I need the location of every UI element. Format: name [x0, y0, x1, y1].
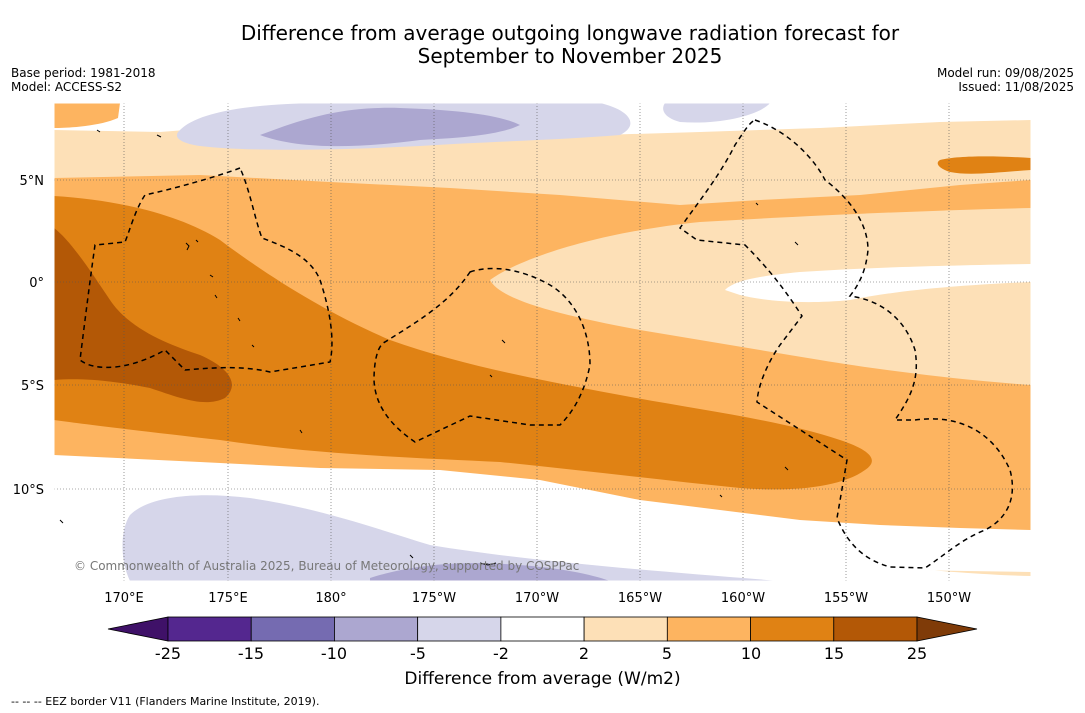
model-run-date: Model run: 09/08/2025	[936, 66, 1074, 80]
model-name: Model: ACCESS-S2	[11, 80, 123, 94]
colorbar-extend-high	[916, 616, 978, 642]
colorbar-title: Difference from average (W/m2)	[404, 669, 681, 689]
colorbar-tick-label: 5	[661, 644, 673, 663]
lon-label-170e: 170°E	[104, 591, 144, 606]
colorbar-swatch	[750, 616, 835, 642]
colorbar-swatch	[500, 616, 585, 642]
gridlines	[54, 103, 1031, 581]
colorbar-tick-label: -25	[154, 644, 182, 663]
negative-patch-south	[122, 495, 780, 581]
colorbar-swatch	[334, 616, 419, 642]
title-line-2: September to November 2025	[417, 44, 723, 68]
copyright-notice: © Commonwealth of Australia 2025, Bureau…	[74, 559, 580, 573]
eez-kiribati-phoenix	[373, 267, 591, 443]
colorbar-swatch	[583, 616, 668, 642]
colorbar-swatch	[666, 616, 751, 642]
colorbar-tick-label: -10	[320, 644, 348, 663]
colorbar-tick-label: 25	[906, 644, 928, 663]
eez-footnote: -- -- -- EEZ border V11 (Flanders Marine…	[11, 695, 320, 708]
lon-label-155w: 155°W	[824, 591, 868, 606]
colorbar-swatch	[833, 616, 918, 642]
colorbar-tick-label: 15	[823, 644, 845, 663]
lon-label-170w: 170°W	[515, 591, 559, 606]
lat-label-5n: 5°N	[20, 174, 45, 189]
islands	[59, 129, 799, 566]
lon-label-175w: 175°W	[412, 591, 456, 606]
island-outlines	[59, 129, 799, 566]
negative-patch-northeast	[663, 103, 770, 123]
band-10-to-15	[54, 196, 872, 490]
issued-date: Issued: 11/08/2025	[958, 80, 1074, 94]
band-15-to-25	[54, 228, 232, 403]
title-line-1: Difference from average outgoing longwav…	[240, 21, 900, 45]
colorbar-tick-label: -2	[493, 644, 509, 663]
colorbar	[107, 616, 978, 642]
neutral-strip-southwest	[54, 485, 130, 505]
neutral-notch-east	[725, 264, 1031, 303]
lon-label-150w: 150°W	[927, 591, 971, 606]
colorbar-swatch	[417, 616, 502, 642]
colorbar-tick-label: 10	[740, 644, 762, 663]
lon-label-180: 180°	[315, 591, 346, 606]
colorbar-swatch	[250, 616, 335, 642]
lat-label-10s: 10°S	[13, 483, 44, 498]
eez-kiribati-gilbert	[79, 167, 333, 373]
band-10-to-15-northeast	[937, 156, 1031, 174]
lat-label-5s: 5°S	[21, 379, 44, 394]
lon-label-175e: 175°E	[208, 591, 248, 606]
eez-kiribati-line	[678, 119, 1014, 569]
lon-label-160w: 160°W	[721, 591, 765, 606]
negative-core-south	[370, 563, 610, 581]
colorbar-tick-label: -5	[410, 644, 426, 663]
band-5-to-10-northwest	[54, 103, 120, 128]
colorbar-tick-label: 2	[578, 644, 590, 663]
colorbar-tick-label: -15	[237, 644, 265, 663]
negative-core-north	[260, 107, 520, 147]
lon-label-165w: 165°W	[618, 591, 662, 606]
eez-borders	[79, 119, 1014, 569]
map-frame	[53, 102, 1032, 582]
lat-label-equator: 0°	[29, 276, 44, 291]
anomaly-field	[54, 103, 1031, 581]
chart-title: Difference from average outgoing longwav…	[0, 22, 1085, 68]
model-run-info: Model run: 09/08/2025 Issued: 11/08/2025	[937, 66, 1074, 94]
colorbar-swatch	[167, 616, 252, 642]
base-period-info: Base period: 1981-2018 Model: ACCESS-S2	[11, 66, 156, 94]
base-period: Base period: 1981-2018	[11, 66, 156, 80]
colorbar-extend-low	[107, 616, 169, 642]
